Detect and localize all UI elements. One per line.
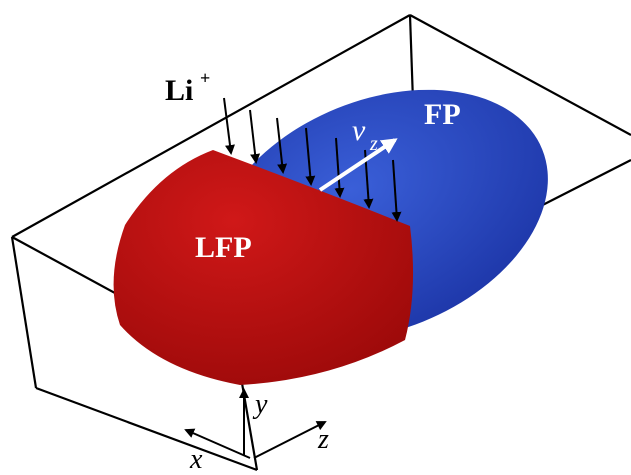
axis-y-label: y — [252, 389, 268, 420]
velocity-label: v — [352, 114, 366, 147]
li-charge: + — [200, 68, 210, 88]
lfp-label: LFP — [195, 231, 252, 264]
diagram: Li + FP LFP v z x y z — [0, 0, 631, 475]
page: {"labels": {"li_ion": "Li", "li_charge":… — [0, 0, 631, 475]
fp-label: FP — [424, 98, 461, 131]
axis-z-label: z — [317, 424, 329, 455]
velocity-subscript: z — [369, 133, 378, 155]
li-label: Li — [165, 74, 193, 107]
axis-x-label: x — [189, 444, 203, 475]
